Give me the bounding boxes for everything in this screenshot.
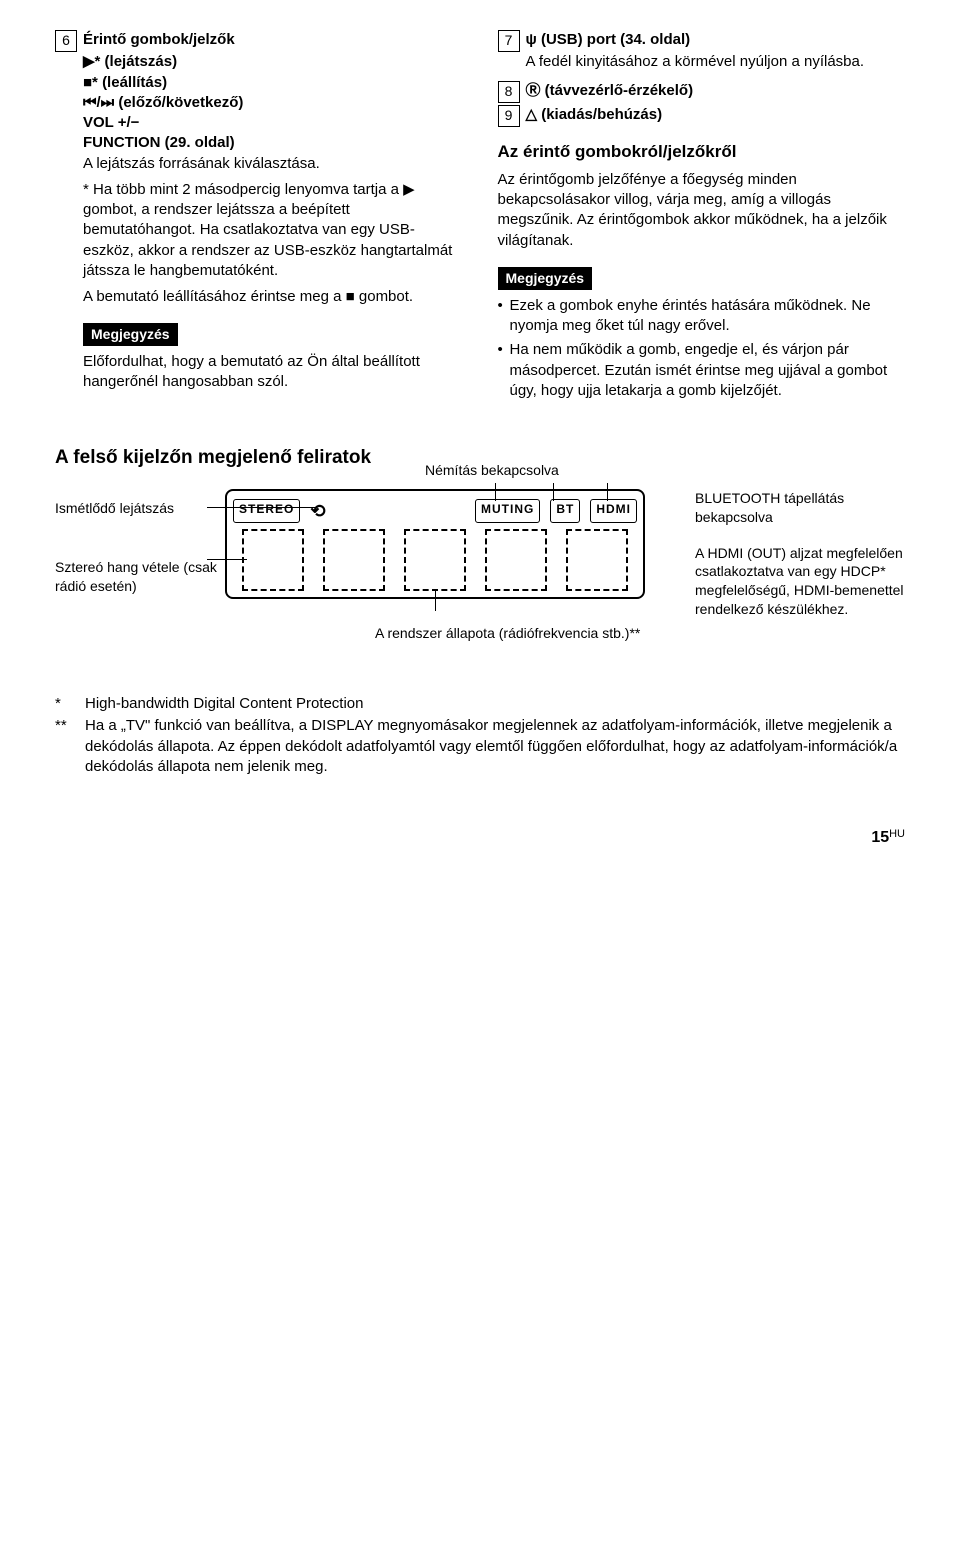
item9-title: △ (kiadás/behúzás)	[526, 105, 906, 125]
item6-line1: ▶* (lejátszás)	[83, 52, 463, 72]
callout-hdmi: A HDMI (OUT) aljzat megfelelően csatlako…	[695, 544, 905, 620]
footnote2-mark: **	[55, 716, 85, 777]
page-number: 15HU	[55, 827, 905, 849]
badge-8: 8	[498, 81, 520, 103]
item6-desc3: A bemutató leállításához érintse meg a ■…	[83, 287, 463, 307]
callout-status: A rendszer állapota (rádiófrekvencia stb…	[375, 624, 640, 643]
item7-title: ψ (USB) port (34. oldal)	[526, 30, 906, 50]
item6-note: Előfordulhat, hogy a bemutató az Ön álta…	[83, 352, 463, 393]
bullet-1: Ezek a gombok enyhe érintés hatására műk…	[498, 296, 906, 337]
bullet-2: Ha nem működik a gomb, engedje el, és vá…	[498, 340, 906, 401]
callout-bluetooth: BLUETOOTH tápellátás bekapcsolva	[695, 489, 905, 527]
item6-desc2: * Ha több mint 2 másodpercig lenyomva ta…	[83, 180, 463, 281]
right-column: 7 ψ (USB) port (34. oldal) A fedél kinyi…	[498, 30, 906, 405]
display-diagram: Ismétlődő lejátszás Sztereó hang vétele …	[55, 489, 905, 619]
indicator-muting: MUTING	[475, 499, 540, 523]
item6-line3: ⏮/⏭ (előző/következő)	[83, 93, 463, 113]
sub-heading: Az érintő gombokról/jelzőkről	[498, 141, 906, 164]
footnote1-mark: *	[55, 694, 85, 714]
sub-text: Az érintőgomb jelzőfénye a főegység mind…	[498, 170, 906, 251]
item6-line4: VOL +/−	[83, 113, 463, 133]
page-num-sup: HU	[889, 828, 905, 840]
page-num-value: 15	[871, 829, 889, 846]
item6-desc1: A lejátszás forrásának kiválasztása.	[83, 154, 463, 174]
note-bullets: Ezek a gombok enyhe érintés hatására műk…	[498, 296, 906, 401]
indicator-hdmi: HDMI	[590, 499, 637, 523]
item6-line5: FUNCTION (29. oldal)	[83, 133, 463, 153]
item6-line2: ■* (leállítás)	[83, 73, 463, 93]
callout-stereo: Sztereó hang vétele (csak rádió esetén)	[55, 558, 225, 596]
footnotes: * High-bandwidth Digital Content Protect…	[55, 694, 905, 777]
item8-title: Ⓡ (távvezérlő-érzékelő)	[526, 81, 906, 101]
callout-repeat: Ismétlődő lejátszás	[55, 499, 225, 518]
item6-title: Érintő gombok/jelzők	[83, 30, 463, 50]
indicator-bt: BT	[550, 499, 580, 523]
badge-6: 6	[55, 30, 77, 52]
item7-desc: A fedél kinyitásához a körmével nyúljon …	[526, 52, 906, 72]
note-badge-left: Megjegyzés	[83, 323, 178, 346]
note-badge-right: Megjegyzés	[498, 267, 593, 290]
left-column: 6 Érintő gombok/jelzők ▶* (lejátszás) ■*…	[55, 30, 463, 405]
callout-muting: Némítás bekapcsolva	[425, 461, 559, 480]
seven-segment-digits	[237, 529, 633, 591]
indicator-repeat-icon: ⟲	[310, 499, 326, 523]
indicator-stereo: STEREO	[233, 499, 300, 523]
footnote1-text: High-bandwidth Digital Content Protectio…	[85, 694, 364, 714]
badge-9: 9	[498, 105, 520, 127]
badge-7: 7	[498, 30, 520, 52]
footnote2-text: Ha a „TV" funkció van beállítva, a DISPL…	[85, 716, 905, 777]
lcd-panel: STEREO ⟲ MUTING BT HDMI	[225, 489, 645, 599]
